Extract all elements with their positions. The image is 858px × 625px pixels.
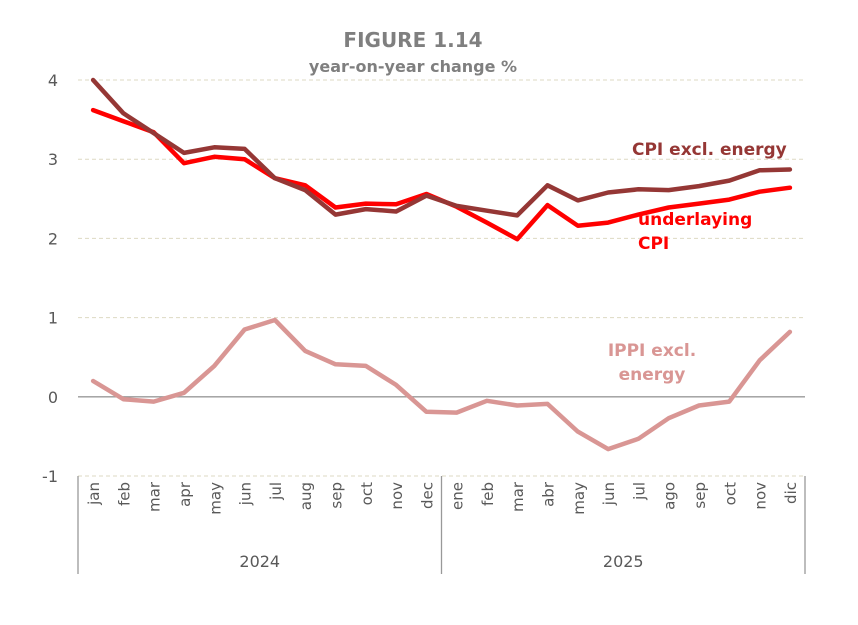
chart-subtitle: year-on-year change % — [309, 57, 517, 76]
x-tick-label: jan — [85, 482, 103, 506]
x-tick-label: dec — [418, 482, 436, 509]
x-tick-label: ene — [449, 482, 467, 510]
x-tick-label: feb — [479, 482, 497, 506]
x-tick-label: nov — [752, 482, 770, 510]
series-line-ippi-excl-energy — [90, 317, 793, 452]
series-line-cpi-excl-energy — [90, 77, 793, 218]
x-tick-label: oct — [358, 482, 376, 505]
x-tick-label: oct — [721, 482, 739, 505]
y-tick-label: 0 — [48, 388, 58, 407]
x-tick-label: mar — [509, 481, 527, 512]
y-tick-label: 2 — [48, 229, 58, 248]
x-tick-label: dic — [782, 482, 800, 504]
x-tick-label: abr — [540, 481, 558, 507]
label-ippi-1: IPPI excl. — [608, 341, 696, 361]
label-cpi-excl-energy: CPI excl. energy — [632, 140, 787, 160]
x-tick-label: sep — [327, 482, 345, 509]
x-tick-label: jul — [267, 482, 285, 501]
x-tick-label: may — [206, 482, 224, 515]
x-tick-label: ago — [661, 482, 679, 510]
x-tick-label: jun — [237, 482, 255, 506]
y-tick-label: 3 — [48, 150, 58, 169]
x-tick-label: jun — [600, 482, 618, 506]
label-underlying-cpi-1: underlaying — [638, 210, 752, 230]
x-tick-label: feb — [115, 482, 133, 506]
x-tick-label: aug — [297, 482, 315, 510]
y-tick-label: 4 — [48, 71, 58, 90]
x-tick-label: mar — [146, 481, 164, 512]
x-tick-label: may — [570, 482, 588, 515]
chart-title: FIGURE 1.14 — [343, 28, 482, 52]
y-tick-label: -1 — [42, 467, 58, 486]
x-tick-label: sep — [691, 482, 709, 509]
x-tick-label: nov — [388, 482, 406, 510]
y-tick-label: 1 — [48, 309, 58, 328]
label-underlying-cpi-2: CPI — [638, 234, 669, 254]
group-label: 2025 — [603, 552, 644, 571]
x-tick-label: apr — [176, 481, 194, 507]
x-tick-label: jul — [630, 482, 648, 501]
group-label: 2024 — [239, 552, 280, 571]
label-ippi-2: energy — [619, 365, 686, 385]
